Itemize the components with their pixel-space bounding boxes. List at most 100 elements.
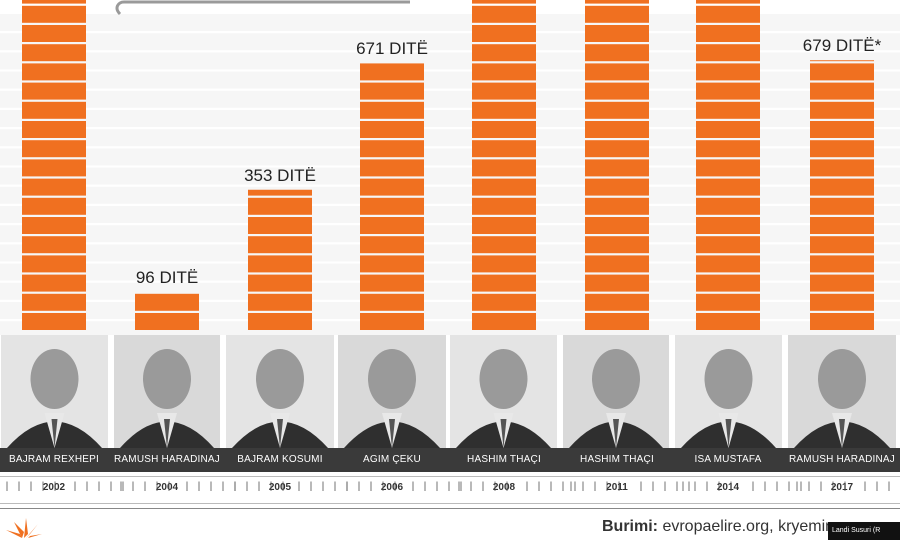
bar-segment (472, 44, 536, 62)
background-band (0, 186, 900, 204)
bar-3 (248, 189, 312, 330)
bar-segment (696, 140, 760, 158)
bar-segment (585, 274, 649, 292)
bar-segment (585, 82, 649, 100)
bar-segment (472, 25, 536, 42)
bar-segment (585, 217, 649, 234)
bar-segment (696, 217, 760, 234)
background-band (0, 282, 900, 300)
bar-segment (696, 25, 760, 42)
bar-segment (810, 101, 874, 119)
bar-segment (585, 293, 649, 311)
bar-segment (22, 255, 86, 273)
bar-segment (360, 178, 424, 196)
portrait-photo (675, 335, 782, 448)
bar-segment (585, 101, 649, 119)
bar-value-label: 353 DITË (244, 165, 316, 185)
bar-segment (696, 255, 760, 273)
year-label: 2008 (492, 482, 516, 493)
bar-segment (472, 197, 536, 215)
tick-marks: | | | | | (410, 482, 465, 493)
source-label: Burimi: (602, 518, 658, 535)
name-strip (0, 448, 900, 472)
bar-segment (696, 121, 760, 138)
year-label: 2014 (716, 482, 740, 493)
bar-segment (22, 0, 86, 4)
bar-segment (360, 217, 424, 234)
bar-segment (585, 159, 649, 177)
politician-name: BAJRAM REXHEPI (8, 454, 100, 465)
bar-segment (696, 178, 760, 196)
bar-chart (0, 0, 900, 330)
background-band (0, 148, 900, 166)
bar-segment (472, 313, 536, 330)
bar-segment (585, 121, 649, 138)
tick-marks: | | | | | (4, 482, 59, 493)
decorative-hook (115, 0, 410, 16)
politician-name: HASHIM THAÇI (467, 454, 541, 465)
bar-segment (696, 197, 760, 215)
tick-marks: | | | | | (72, 482, 127, 493)
bar-8 (810, 60, 874, 330)
background-band (0, 52, 900, 70)
bar-segment (22, 101, 86, 119)
portrait-photo (1, 335, 108, 448)
bar-segment (360, 236, 424, 254)
bar-segment (810, 255, 874, 273)
bar-segment (810, 121, 874, 138)
bar-value-label: 96 DITË (135, 267, 199, 287)
bar-segment (696, 293, 760, 311)
tick-marks: | | | | | (568, 482, 623, 493)
bar-segment (22, 217, 86, 234)
background-band (0, 90, 900, 108)
bar-segment (696, 5, 760, 23)
bar-segment (248, 236, 312, 254)
bar-segment (585, 5, 649, 23)
bar-segment (696, 159, 760, 177)
bar-segment (360, 101, 424, 119)
bar-segment (810, 217, 874, 234)
bar-segment (22, 159, 86, 177)
tick-marks: | | | | | (232, 482, 287, 493)
year-label: 2011 (606, 482, 628, 493)
year-label: 2005 (268, 482, 292, 493)
politician-name: RAMUSH HARADINAJ (789, 454, 895, 465)
bar-value-label: 671 DITË (356, 39, 428, 59)
bar-segment (22, 44, 86, 62)
bar-segment (135, 293, 199, 311)
politician-name: BAJRAM KOSUMI (237, 454, 323, 465)
bar-segment (472, 255, 536, 273)
bar-segment (472, 140, 536, 158)
bar-segment (696, 313, 760, 330)
tick-marks: | | | | | (750, 482, 805, 493)
background-band (0, 302, 900, 319)
background-band (0, 129, 900, 147)
tick-marks: | | | | | (862, 482, 900, 493)
year-label: 2017 (830, 482, 854, 493)
portrait-photo (338, 335, 446, 448)
bar-segment (22, 25, 86, 42)
politician-name: RAMUSH HARADINAJ (114, 454, 220, 465)
bar-segment (22, 178, 86, 196)
bar-segment (696, 236, 760, 254)
bar-segment (360, 313, 424, 330)
background-band (0, 14, 900, 31)
bar-segment (585, 236, 649, 254)
year-label: 2002 (42, 482, 66, 493)
bar-6 (585, 0, 649, 330)
background-band (0, 263, 900, 281)
bar-segment (810, 140, 874, 158)
bar-segment (360, 255, 424, 273)
credit-badge: Landi Susuri (R (828, 522, 900, 540)
tick-marks: | | | | | (456, 482, 511, 493)
bar-segment (696, 101, 760, 119)
bar-segment (810, 236, 874, 254)
portrait-photo (114, 335, 220, 448)
bar-segment (22, 63, 86, 81)
bar-segment (248, 274, 312, 292)
bar-segment (472, 5, 536, 23)
bar-segment (360, 121, 424, 138)
background-band (0, 110, 900, 127)
bar-segment (472, 121, 536, 138)
